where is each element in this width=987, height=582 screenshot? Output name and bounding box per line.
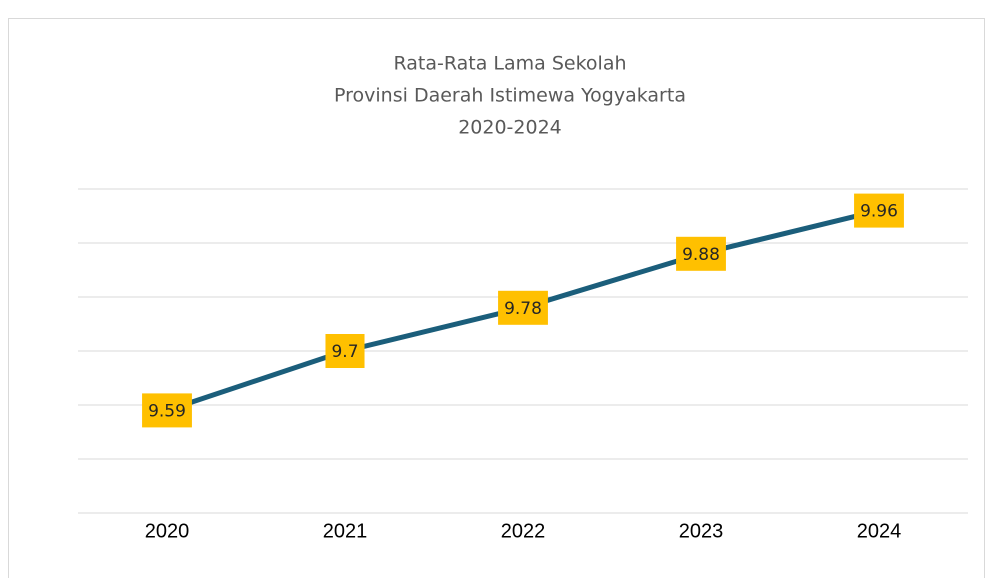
- value-label-box: [676, 236, 726, 271]
- value-label-box: [854, 193, 904, 228]
- value-label: 9.88: [682, 245, 720, 265]
- value-label: 9.59: [148, 401, 186, 421]
- value-label-box: [142, 393, 192, 428]
- value-label-box: [325, 334, 365, 368]
- chart-title: Provinsi Daerah Istimewa Yogyakarta: [334, 85, 686, 107]
- x-tick-label: 2023: [679, 520, 724, 542]
- x-tick-label: 2020: [145, 520, 190, 542]
- value-label: 9.7: [331, 342, 358, 362]
- value-label: 9.78: [504, 299, 542, 319]
- chart-frame: [8, 18, 985, 582]
- chart-title: Rata-Rata Lama Sekolah: [393, 53, 626, 75]
- value-label: 9.96: [860, 202, 898, 222]
- x-tick-label: 2024: [857, 520, 902, 542]
- value-label-box: [498, 290, 548, 325]
- chart-title: 2020-2024: [458, 117, 562, 139]
- x-tick-label: 2022: [501, 520, 546, 542]
- x-tick-label: 2021: [323, 520, 368, 542]
